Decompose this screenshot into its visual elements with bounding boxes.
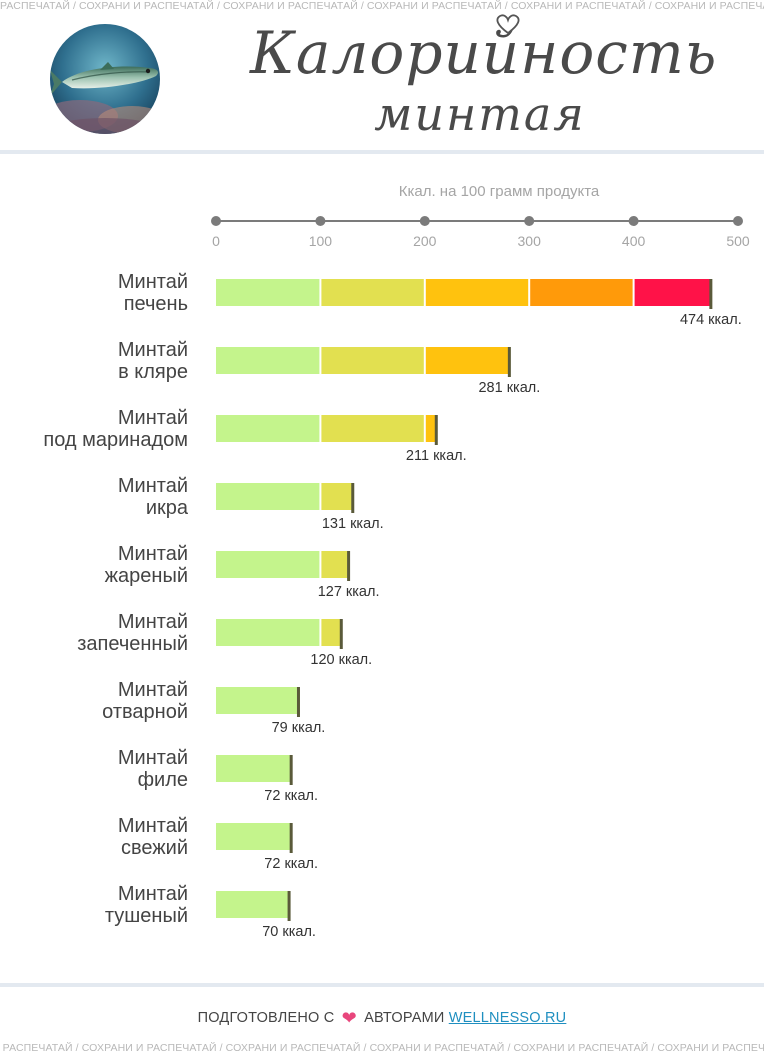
data-label: 79 ккал. bbox=[272, 720, 326, 736]
category-label-line2: печень bbox=[124, 293, 188, 315]
category-label-line2: запеченный bbox=[77, 633, 188, 655]
data-label: 70 ккал. bbox=[262, 924, 316, 940]
x-tick-label-100: 100 bbox=[309, 233, 333, 249]
x-tick-dot-0 bbox=[211, 216, 221, 226]
bar-end-marker bbox=[296, 687, 300, 717]
category-label-line1: Минтай bbox=[118, 883, 188, 905]
x-axis-label: Ккал. на 100 грамм продукта bbox=[398, 183, 600, 200]
category-label-line2: жареный bbox=[105, 565, 188, 587]
category-label-line2: тушеный bbox=[105, 905, 188, 927]
footer-suffix: АВТОРАМИ bbox=[364, 1010, 445, 1026]
category-label-line1: Минтай bbox=[118, 271, 188, 293]
bar-end-marker bbox=[289, 823, 293, 853]
bar-segment bbox=[321, 347, 424, 374]
category-label-line1: Минтай bbox=[118, 543, 188, 565]
bar-segment bbox=[216, 755, 292, 782]
top-watermark-banner: РАСПЕЧАТАЙ / СОХРАНИ И РАСПЕЧАТАЙ / СОХР… bbox=[0, 0, 764, 12]
footer-prefix: ПОДГОТОВЛЕНО С bbox=[197, 1010, 335, 1026]
bar-segment bbox=[425, 347, 510, 374]
page-title-line1: Калорийность bbox=[250, 19, 718, 87]
x-tick-label-300: 300 bbox=[518, 233, 542, 249]
bar-end-marker bbox=[351, 483, 355, 513]
category-label-line1: Минтай bbox=[118, 815, 188, 837]
footer-credit: ПОДГОТОВЛЕНО С ❤ АВТОРАМИ WELLNESSO.RU bbox=[0, 1008, 764, 1029]
bar-segment bbox=[216, 891, 290, 918]
data-label: 131 ккал. bbox=[322, 516, 384, 532]
bar-segment bbox=[216, 823, 292, 850]
category-label-line1: Минтай bbox=[118, 339, 188, 361]
category-label-line2: филе bbox=[138, 769, 188, 791]
bar-end-marker bbox=[347, 551, 351, 581]
bar-segment bbox=[216, 687, 299, 714]
bar-segment bbox=[321, 279, 424, 306]
bar-end-marker bbox=[709, 279, 713, 309]
header-divider bbox=[0, 150, 764, 154]
bar-segment bbox=[216, 415, 320, 442]
category-label-line2: в кляре bbox=[118, 361, 188, 383]
bar-end-marker bbox=[507, 347, 511, 377]
bottom-watermark-banner: И РАСПЕЧАТАЙ / СОХРАНИ И РАСПЕЧАТАЙ / СО… bbox=[0, 1042, 764, 1054]
x-tick-label-0: 0 bbox=[212, 233, 220, 249]
category-label-line1: Минтай bbox=[118, 475, 188, 497]
page-title-line2: минтая bbox=[374, 87, 586, 141]
bar-segment bbox=[321, 483, 353, 510]
bar-segment bbox=[425, 415, 437, 442]
x-tick-label-200: 200 bbox=[413, 233, 437, 249]
x-tick-dot-300 bbox=[524, 216, 535, 226]
x-tick-dot-200 bbox=[419, 216, 430, 226]
bar-end-marker bbox=[339, 619, 343, 649]
category-label-line2: под маринадом bbox=[43, 429, 188, 451]
bar-segment bbox=[216, 619, 320, 646]
category-label-line1: Минтай bbox=[118, 747, 188, 769]
x-tick-dot-400 bbox=[628, 216, 639, 226]
category-label-line1: Минтай bbox=[118, 407, 188, 429]
data-label: 211 ккал. bbox=[406, 448, 467, 464]
bar-segment bbox=[216, 551, 320, 578]
category-label-line1: Минтай bbox=[118, 611, 188, 633]
category-label-line2: свежий bbox=[121, 837, 188, 859]
category-label-line1: Минтай bbox=[118, 679, 188, 701]
x-tick-label-500: 500 bbox=[726, 233, 750, 249]
bar-segment bbox=[321, 415, 424, 442]
bar-segment bbox=[321, 619, 342, 646]
data-label: 474 ккал. bbox=[680, 312, 742, 328]
category-label-line2: отварной bbox=[102, 701, 188, 723]
category-label-line2: икра bbox=[146, 497, 189, 519]
bar-segment bbox=[216, 483, 320, 510]
data-label: 281 ккал. bbox=[478, 380, 540, 396]
bar-segment bbox=[321, 551, 349, 578]
wellnesso-link[interactable]: WELLNESSO.RU bbox=[448, 1010, 567, 1026]
x-tick-dot-100 bbox=[315, 216, 326, 226]
bar-segment bbox=[425, 279, 529, 306]
bar-segment bbox=[216, 347, 320, 374]
heart-icon: ❤ bbox=[341, 1008, 357, 1028]
fish-photo-logo bbox=[50, 24, 160, 134]
footer-divider bbox=[0, 983, 764, 987]
data-label: 72 ккал. bbox=[264, 788, 318, 804]
bar-end-marker bbox=[434, 415, 438, 445]
bar-end-marker bbox=[289, 755, 293, 785]
x-tick-label-400: 400 bbox=[622, 233, 646, 249]
bar-segment bbox=[216, 279, 320, 306]
heart-decoration-icon bbox=[496, 14, 520, 35]
bar-segment bbox=[634, 279, 711, 306]
data-label: 127 ккал. bbox=[318, 584, 380, 600]
data-label: 72 ккал. bbox=[264, 856, 318, 872]
x-tick-dot-500 bbox=[733, 216, 743, 226]
bar-segment bbox=[530, 279, 633, 306]
data-label: 120 ккал. bbox=[310, 652, 372, 668]
bar-end-marker bbox=[287, 891, 291, 921]
